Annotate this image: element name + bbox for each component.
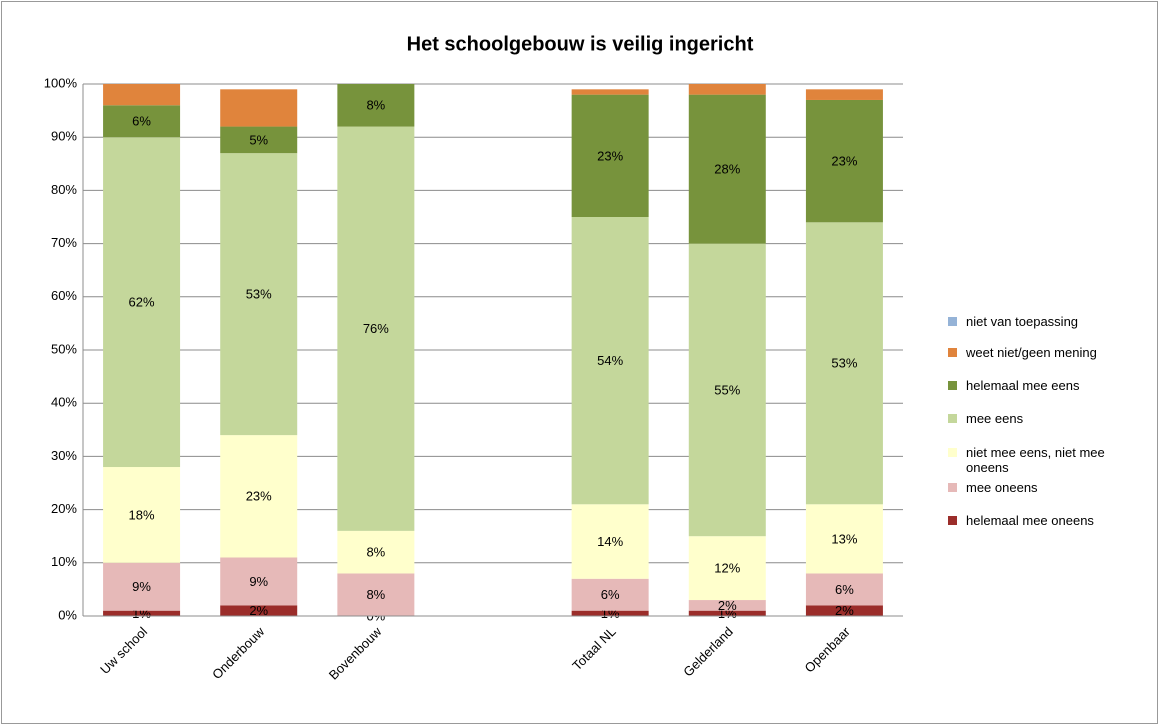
- legend-swatch: [948, 348, 957, 357]
- bar-segment: [103, 137, 181, 468]
- legend-swatch: [948, 317, 957, 326]
- bar-segment: [688, 610, 766, 616]
- legend-item: helemaal mee oneens: [948, 513, 1138, 528]
- y-tick-label: 30%: [51, 448, 77, 463]
- data-label: 12%: [714, 561, 740, 576]
- y-tick-label: 40%: [51, 395, 77, 410]
- bar-segment: [220, 435, 298, 558]
- bar-segment: [805, 504, 883, 574]
- y-tick-label: 20%: [51, 501, 77, 516]
- data-label: 5%: [249, 132, 268, 147]
- bar-segment: [571, 504, 649, 579]
- bar-segment: [103, 84, 181, 106]
- data-label: 9%: [249, 574, 268, 589]
- bar-segment: [688, 84, 766, 95]
- legend-label: niet van toepassing: [966, 314, 1079, 329]
- legend-swatch: [948, 448, 957, 457]
- bar-segment: [688, 243, 766, 537]
- bar-segment: [805, 222, 883, 505]
- legend-swatch: [948, 414, 957, 423]
- bar-segment: [103, 562, 181, 611]
- data-label: 53%: [246, 287, 272, 302]
- bar-segment: [337, 126, 415, 531]
- data-label: 23%: [597, 148, 623, 163]
- bar-segment: [103, 610, 181, 616]
- bar-segment: [337, 84, 415, 127]
- legend-item: mee oneens: [948, 480, 1138, 495]
- data-label: 28%: [714, 162, 740, 177]
- legend-label: weet niet/geen mening: [966, 345, 1097, 360]
- legend-swatch: [948, 381, 957, 390]
- data-label: 55%: [714, 382, 740, 397]
- bar-segment: [220, 89, 298, 127]
- legend-item: mee eens: [948, 411, 1138, 426]
- y-tick-label: 60%: [51, 288, 77, 303]
- legend-item: niet van toepassing: [948, 314, 1138, 329]
- bar-segment: [220, 126, 298, 154]
- data-label: 76%: [363, 321, 389, 336]
- data-label: 2%: [718, 598, 737, 613]
- y-tick-label: 10%: [51, 554, 77, 569]
- data-label: 13%: [831, 531, 857, 546]
- data-label: 9%: [132, 579, 151, 594]
- data-label: 53%: [831, 356, 857, 371]
- bar-segment: [220, 557, 298, 606]
- legend-item: helemaal mee eens: [948, 378, 1138, 393]
- chart-title: Het schoolgebouw is veilig ingericht: [407, 33, 754, 55]
- data-label: 62%: [129, 295, 155, 310]
- legend-label: mee oneens: [966, 480, 1038, 495]
- data-label: 6%: [601, 587, 620, 602]
- data-label: 18%: [129, 507, 155, 522]
- bar-segment: [805, 99, 883, 223]
- legend-label: helemaal mee oneens: [966, 513, 1094, 528]
- data-label: 23%: [246, 489, 272, 504]
- y-tick-label: 90%: [51, 129, 77, 144]
- data-label: 54%: [597, 353, 623, 368]
- bar-segment: [103, 467, 181, 563]
- bar-segment: [688, 600, 766, 611]
- bar-segment: [688, 94, 766, 244]
- bar-segment: [337, 573, 415, 616]
- bar-segment: [337, 530, 415, 574]
- data-label: 23%: [831, 154, 857, 169]
- data-label: 2%: [249, 603, 268, 618]
- bar-segment: [571, 578, 649, 611]
- y-tick-label: 0%: [58, 607, 77, 622]
- data-label: 2%: [835, 603, 854, 618]
- legend-label: helemaal mee eens: [966, 378, 1080, 393]
- bar-segment: [103, 105, 181, 138]
- legend-swatch: [948, 516, 957, 525]
- y-tick-label: 50%: [51, 341, 77, 356]
- bar-segment: [688, 536, 766, 601]
- bar-segment: [571, 610, 649, 616]
- bar-segment: [571, 217, 649, 505]
- y-tick-label: 70%: [51, 235, 77, 250]
- data-label: 8%: [366, 587, 385, 602]
- bar-segment: [571, 89, 649, 95]
- y-tick-label: 80%: [51, 182, 77, 197]
- bar-segment: [571, 94, 649, 217]
- bar-segment: [805, 605, 883, 616]
- data-label: 6%: [835, 582, 854, 597]
- bar-segment: [805, 89, 883, 100]
- data-label: 8%: [366, 545, 385, 560]
- bar-segment: [220, 605, 298, 616]
- data-label: 8%: [366, 98, 385, 113]
- legend-label: mee eens: [966, 411, 1024, 426]
- bar-segment: [805, 573, 883, 606]
- legend-item: weet niet/geen mening: [948, 345, 1138, 360]
- legend-swatch: [948, 483, 957, 492]
- bar-segment: [220, 153, 298, 436]
- y-tick-label: 100%: [44, 75, 78, 90]
- legend-item: niet mee eens, niet mee oneens: [948, 445, 1138, 475]
- legend-label: niet mee eens, niet mee oneens: [966, 445, 1105, 475]
- data-label: 14%: [597, 534, 623, 549]
- data-label: 6%: [132, 114, 151, 129]
